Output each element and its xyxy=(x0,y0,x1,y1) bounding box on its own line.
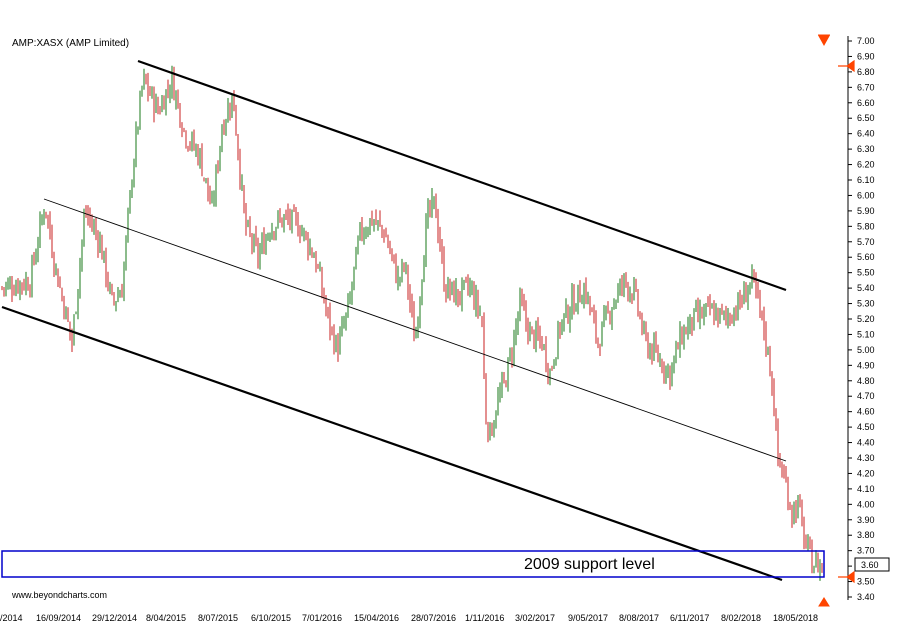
ticker-title: AMP:XASX (AMP Limited) xyxy=(12,38,129,49)
y-tick-label: 6.20 xyxy=(857,160,875,170)
y-tick-label: 5.70 xyxy=(857,237,875,247)
y-tick-label: 6.70 xyxy=(857,82,875,92)
high-marker-icon xyxy=(838,59,855,73)
x-tick-label: 9/05/2017 xyxy=(568,613,608,623)
website-label: www.beyondcharts.com xyxy=(11,590,107,600)
y-tick-label: 4.80 xyxy=(857,376,875,386)
y-tick-label: 5.60 xyxy=(857,252,875,262)
y-tick-label: 4.20 xyxy=(857,468,875,478)
y-tick-label: 6.50 xyxy=(857,113,875,123)
last-price-label: 3.60 xyxy=(861,560,879,570)
y-tick-label: 4.70 xyxy=(857,391,875,401)
last-price-box xyxy=(854,557,890,572)
y-tick-label: 6.40 xyxy=(857,129,875,139)
y-tick-label: 4.60 xyxy=(857,407,875,417)
low-marker-icon xyxy=(838,570,855,584)
y-tick-label: 6.00 xyxy=(857,190,875,200)
candlestick-series xyxy=(1,65,823,581)
y-tick-label: 6.90 xyxy=(857,51,875,61)
x-tick-label: 8/02/2018 xyxy=(721,613,761,623)
y-tick-label: 4.00 xyxy=(857,499,875,509)
y-tick-label: 5.50 xyxy=(857,268,875,278)
y-tick-label: 5.80 xyxy=(857,221,875,231)
y-tick-label: 5.90 xyxy=(857,206,875,216)
x-tick-label: 29/12/2014 xyxy=(92,613,137,623)
upper-channel-line xyxy=(137,59,787,292)
y-tick-label: 5.30 xyxy=(857,299,875,309)
y-tick-label: 5.10 xyxy=(857,329,875,339)
x-tick-label: 6/11/2017 xyxy=(670,613,709,623)
y-tick-label: 4.40 xyxy=(857,438,875,448)
y-tick-label: 4.10 xyxy=(857,484,875,494)
y-tick-label: 4.50 xyxy=(857,422,875,432)
y-tick-label: 5.20 xyxy=(857,314,875,324)
y-tick-label: 3.70 xyxy=(857,546,875,556)
x-tick-label: 8/04/2015 xyxy=(146,613,186,623)
x-tick-label: 18/05/2018 xyxy=(773,613,818,623)
y-tick-label: 3.80 xyxy=(857,530,875,540)
y-tick-label: 6.30 xyxy=(857,144,875,154)
y-tick-label: 6.80 xyxy=(857,67,875,77)
y-tick-label: 7.00 xyxy=(857,36,875,46)
x-tick-label: 6/10/2015 xyxy=(251,613,291,623)
y-tick-label: 3.40 xyxy=(857,592,875,602)
x-tick-label: 8/07/2015 xyxy=(198,613,238,623)
bottom-marker-icon xyxy=(818,597,830,607)
x-tick-label: 8/08/2017 xyxy=(619,613,659,623)
y-tick-label: 6.10 xyxy=(857,175,875,185)
x-tick-label: 1/11/2016 xyxy=(465,613,504,623)
middle-channel-line xyxy=(43,198,787,462)
x-tick-label: 15/04/2016 xyxy=(354,613,399,623)
x-tick-label: /2014 xyxy=(0,613,23,623)
x-tick-label: 28/07/2016 xyxy=(411,613,456,623)
x-tick-label: 3/02/2017 xyxy=(515,613,555,623)
x-tick-label: 7/01/2016 xyxy=(302,613,342,623)
support-level-box xyxy=(1,550,825,578)
y-tick-label: 5.00 xyxy=(857,345,875,355)
y-tick-label: 3.50 xyxy=(857,577,875,587)
y-tick-label: 3.90 xyxy=(857,515,875,525)
y-tick-label: 4.90 xyxy=(857,360,875,370)
lower-channel-line xyxy=(1,305,783,582)
top-marker-icon xyxy=(818,34,830,47)
x-axis-ticks: /2014 16/09/2014 29/12/2014 8/04/2015 8/07/2… xyxy=(0,613,818,623)
support-level-label: 2009 support level xyxy=(524,556,655,573)
y-tick-label: 4.30 xyxy=(857,453,875,463)
x-tick-label: 16/09/2014 xyxy=(36,613,81,623)
y-tick-label: 6.60 xyxy=(857,98,875,108)
y-tick-label: 5.40 xyxy=(857,283,875,293)
